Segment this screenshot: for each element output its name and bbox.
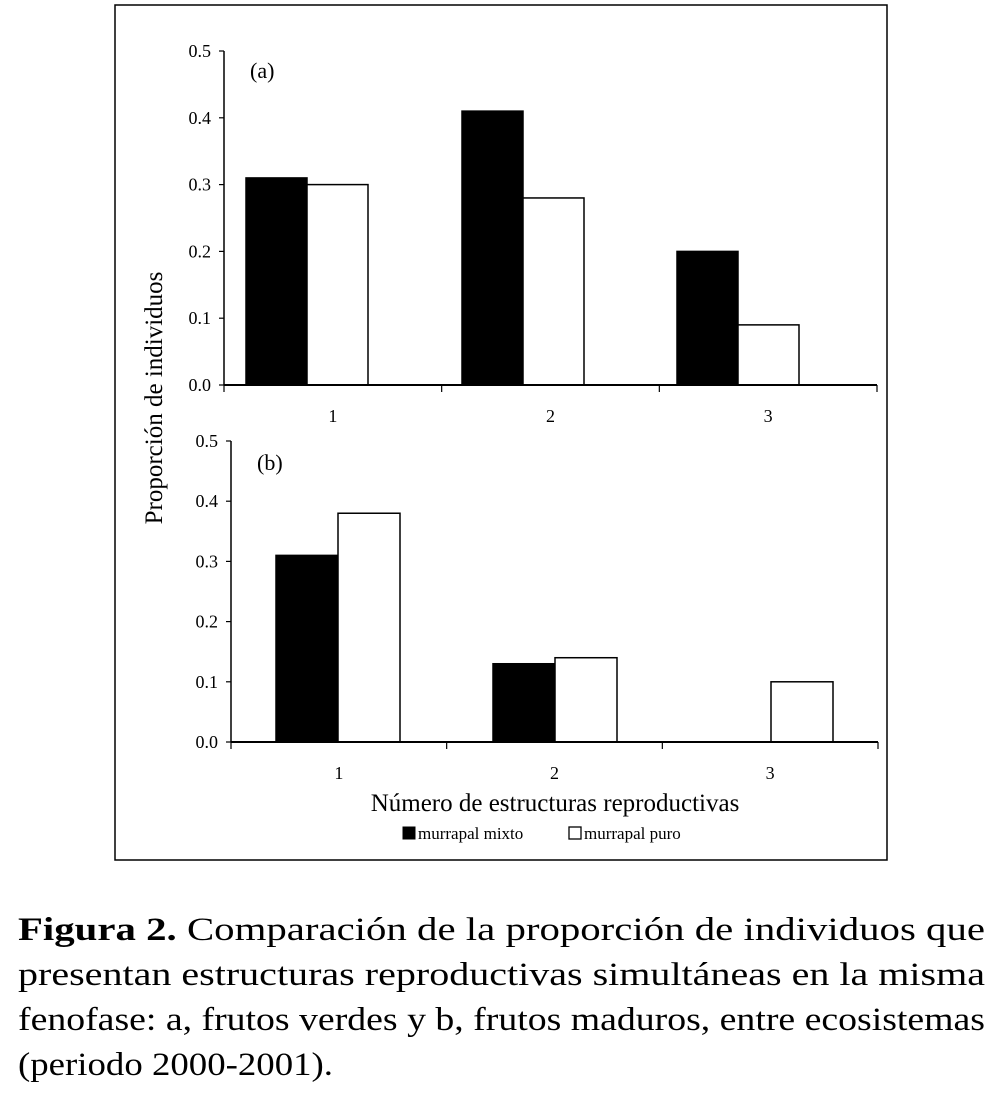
y-tick-label: 0.1 — [189, 308, 212, 328]
x-tick-label: 3 — [766, 763, 775, 783]
y-tick-label: 0.0 — [196, 732, 219, 752]
y-tick-label: 0.1 — [196, 672, 219, 692]
legend: murrapal mixto murrapal puro — [402, 824, 681, 843]
x-tick-label: 1 — [334, 763, 343, 783]
figure-frame — [114, 4, 888, 861]
bar-mixto-3 — [676, 250, 739, 386]
caption-line-2: presentan estructuras reproductivas simu… — [18, 957, 985, 993]
caption: Figura 2. Comparación de la proporción d… — [18, 912, 985, 1083]
bar-puro-1 — [337, 512, 401, 743]
y-tick-label: 0.3 — [189, 175, 212, 195]
caption-line-4: (periodo 2000-2001). — [18, 1047, 333, 1083]
y-tick-label: 0.0 — [189, 375, 212, 395]
caption-line-1-text: Comparación de la proporción de individu… — [177, 912, 985, 948]
x-tick-label: 2 — [550, 763, 559, 783]
bar-puro-1 — [306, 183, 369, 386]
y-tick-label: 0.4 — [189, 108, 212, 128]
bar-puro-2 — [554, 656, 618, 743]
bar-puro-2 — [522, 197, 585, 386]
y-axis-label: Proporción de individuos — [141, 272, 168, 525]
panel-label: (b) — [257, 450, 283, 475]
chart-panel-a: 0.0 0.1 0.2 0.3 0.4 0.5 1 2 3 (a) — [189, 41, 878, 426]
caption-bold: Figura 2. — [18, 912, 177, 948]
x-tick-label: 3 — [764, 406, 773, 426]
bar-mixto-2 — [461, 110, 524, 386]
caption-line-1: Figura 2. Comparación de la proporción d… — [18, 912, 985, 948]
x-tick-label: 2 — [546, 406, 555, 426]
legend-swatch-puro — [568, 826, 582, 840]
x-tick-label: 1 — [328, 406, 337, 426]
bar-mixto-1 — [245, 177, 308, 386]
chart-panel-b: 0.0 0.1 0.2 0.3 0.4 0.5 1 2 3 (b) — [196, 431, 879, 783]
bar-puro-3 — [737, 324, 800, 386]
y-tick-label: 0.4 — [196, 491, 219, 511]
legend-label-puro: murrapal puro — [584, 824, 681, 843]
panel-label: (a) — [250, 58, 274, 83]
legend-swatch-mixto — [402, 826, 416, 840]
caption-line-3: fenofase: a, frutos verdes y b, frutos m… — [18, 1002, 985, 1038]
y-tick-label: 0.5 — [189, 41, 212, 61]
y-tick-label: 0.3 — [196, 551, 219, 571]
bar-mixto-1 — [275, 554, 339, 743]
x-axis-label: Número de estructuras reproductivas — [371, 790, 740, 817]
y-tick-label: 0.5 — [196, 431, 219, 451]
y-tick-label: 0.2 — [196, 612, 219, 632]
bar-mixto-2 — [492, 662, 556, 743]
bar-puro-3 — [770, 681, 834, 743]
legend-label-mixto: murrapal mixto — [418, 824, 523, 843]
y-tick-label: 0.2 — [189, 241, 212, 261]
